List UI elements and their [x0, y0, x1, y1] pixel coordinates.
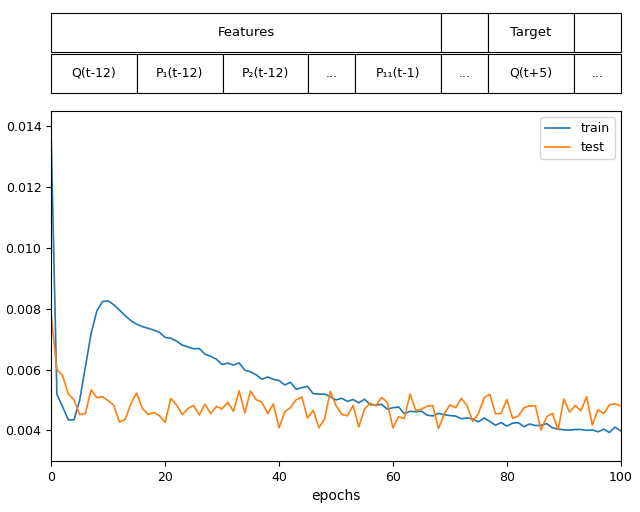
- Bar: [51, 54, 137, 93]
- Bar: [488, 54, 573, 93]
- Bar: [573, 13, 621, 52]
- Text: ...: ...: [458, 67, 470, 80]
- Text: P₁(t-12): P₁(t-12): [156, 67, 204, 80]
- train: [446, 413, 454, 419]
- Text: Features: Features: [218, 26, 275, 39]
- train: [189, 346, 197, 352]
- train: [605, 430, 613, 436]
- Line: train: train: [51, 139, 621, 433]
- Line: test: test: [51, 315, 621, 430]
- Text: Q(t+5): Q(t+5): [509, 67, 552, 80]
- Bar: [355, 54, 441, 93]
- Text: Target: Target: [510, 26, 552, 39]
- Bar: [137, 54, 223, 93]
- Text: ...: ...: [591, 67, 604, 80]
- Bar: [573, 54, 621, 93]
- Text: P₂(t-12): P₂(t-12): [242, 67, 289, 80]
- Bar: [308, 54, 355, 93]
- Bar: [441, 13, 488, 52]
- test: [446, 402, 454, 408]
- train: [309, 391, 317, 397]
- test: [47, 312, 55, 318]
- Bar: [488, 13, 573, 52]
- train: [474, 419, 483, 425]
- X-axis label: epochs: epochs: [311, 489, 361, 503]
- train: [87, 331, 95, 337]
- test: [309, 408, 317, 414]
- test: [189, 402, 197, 409]
- Bar: [223, 54, 308, 93]
- Text: ...: ...: [326, 67, 338, 80]
- test: [617, 403, 625, 409]
- test: [537, 427, 545, 433]
- Bar: [441, 54, 488, 93]
- train: [389, 404, 397, 411]
- Text: Q(t-12): Q(t-12): [72, 67, 116, 80]
- test: [389, 425, 397, 431]
- test: [474, 411, 483, 417]
- Text: P₁₁(t-1): P₁₁(t-1): [376, 67, 420, 80]
- Legend: train, test: train, test: [540, 117, 614, 159]
- train: [617, 428, 625, 434]
- train: [47, 136, 55, 142]
- Bar: [51, 13, 441, 52]
- test: [87, 387, 95, 393]
